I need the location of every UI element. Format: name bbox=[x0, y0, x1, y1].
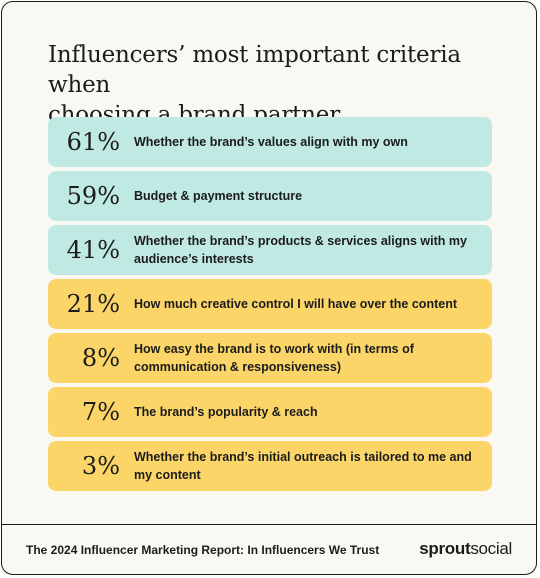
criteria-percentage: 59% bbox=[66, 182, 120, 210]
criteria-label: How easy the brand is to work with (in t… bbox=[134, 342, 414, 374]
criteria-percentage: 8% bbox=[81, 344, 120, 372]
criteria-row: 41% Whether the brand’s products & servi… bbox=[48, 225, 492, 275]
logo-part-sprout: sprout bbox=[419, 539, 471, 558]
criteria-label: The brand’s popularity & reach bbox=[134, 405, 318, 419]
criteria-label: Budget & payment structure bbox=[134, 189, 303, 203]
criteria-percentage: 61% bbox=[66, 128, 120, 156]
criteria-row: 3% Whether the brand’s initial outreach … bbox=[48, 441, 492, 491]
criteria-row: 59% Budget & payment structure bbox=[48, 171, 492, 221]
criteria-label: Whether the brand’s values align with my… bbox=[134, 135, 408, 149]
criteria-row: 7% The brand’s popularity & reach bbox=[48, 387, 492, 437]
criteria-label: Whether the brand’s initial outreach is … bbox=[134, 450, 472, 482]
criteria-percentage: 7% bbox=[81, 398, 120, 426]
criteria-label: How much creative control I will have ov… bbox=[134, 297, 457, 311]
criteria-percentage: 3% bbox=[81, 452, 120, 480]
report-title: The 2024 Influencer Marketing Report: In… bbox=[26, 543, 380, 557]
footer-divider bbox=[2, 524, 536, 525]
criteria-list: 61% Whether the brand’s values align wit… bbox=[48, 117, 492, 495]
criteria-row: 8% How easy the brand is to work with (i… bbox=[48, 333, 492, 383]
criteria-percentage: 41% bbox=[66, 236, 120, 264]
logo-part-social: social bbox=[470, 539, 512, 558]
criteria-row: 21% How much creative control I will hav… bbox=[48, 279, 492, 329]
title-line-1: Influencers’ most important criteria whe… bbox=[48, 42, 461, 98]
criteria-row: 61% Whether the brand’s values align wit… bbox=[48, 117, 492, 167]
criteria-percentage: 21% bbox=[66, 290, 120, 318]
criteria-label: Whether the brand’s products & services … bbox=[134, 234, 467, 266]
sprout-social-logo: sproutsocial bbox=[419, 539, 512, 559]
